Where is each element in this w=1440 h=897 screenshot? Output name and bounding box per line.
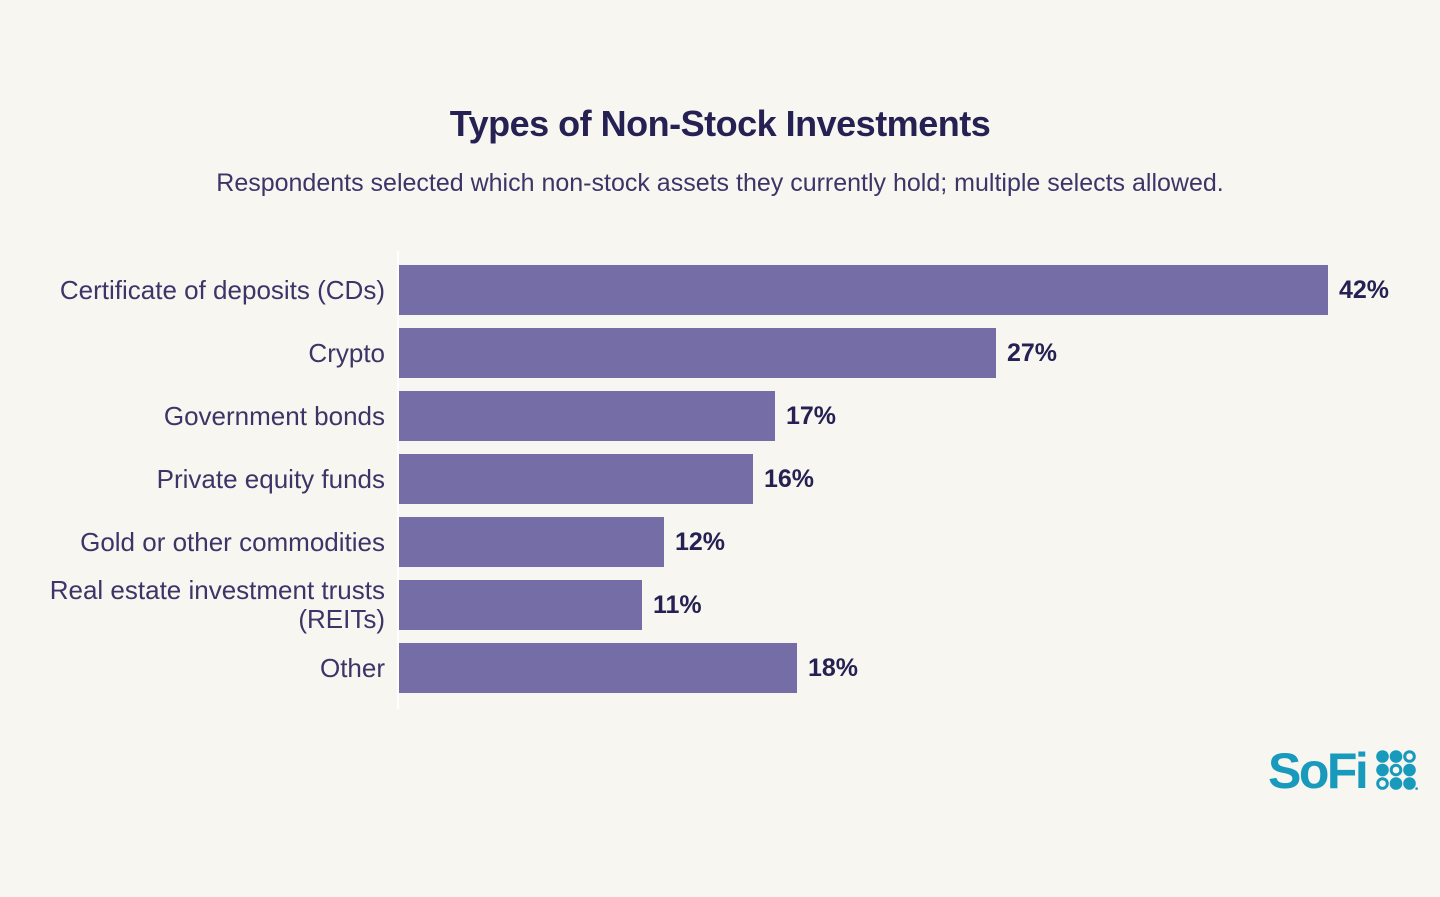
chart-row: Certificate of deposits (CDs) 42% (0, 265, 1440, 315)
chart-row: Real estate investment trusts (REITs) 11% (0, 576, 1440, 633)
chart-subtitle: Respondents selected which non-stock ass… (216, 169, 1224, 197)
bar-track: 42% (399, 265, 1389, 315)
category-label: Government bonds (163, 400, 385, 431)
category-label: Private equity funds (156, 463, 385, 494)
bar-track: 16% (399, 454, 814, 504)
value-label: 27% (1007, 338, 1058, 367)
bar (399, 643, 797, 693)
bar-chart: Certificate of deposits (CDs) 42% Crypto 27… (0, 265, 1440, 706)
bar-track: 11% (399, 580, 702, 630)
bar (399, 454, 753, 504)
bar-track: 12% (399, 517, 725, 567)
category-label: Other (319, 652, 385, 683)
value-label: 11% (653, 590, 702, 619)
sofi-dots-grid-icon (1376, 750, 1419, 790)
value-label: 16% (764, 464, 815, 493)
bar (399, 391, 775, 441)
bar-track: 17% (399, 391, 836, 441)
sofi-logo: SoFi (1268, 742, 1419, 799)
bar (399, 517, 664, 567)
value-label: 42% (1339, 275, 1390, 304)
chart-row: Government bonds 17% (0, 391, 1440, 441)
bar (399, 328, 996, 378)
y-axis-line (397, 251, 399, 709)
chart-row: Private equity funds 16% (0, 454, 1440, 504)
value-label: 17% (786, 401, 837, 430)
chart-row: Other 18% (0, 643, 1440, 693)
chart-title: Types of Non-Stock Investments (449, 103, 991, 144)
category-label: Gold or other commodities (80, 526, 385, 557)
chart-row: Gold or other commodities 12% (0, 517, 1440, 567)
bar (399, 265, 1328, 315)
category-label: Certificate of deposits (CDs) (59, 274, 385, 305)
category-label: Crypto (308, 337, 385, 368)
sofi-wordmark: SoFi (1268, 742, 1369, 799)
bar-track: 27% (399, 328, 1057, 378)
trademark-dot-icon (1415, 787, 1419, 790)
category-label: Real estate investment trusts (REITs) (49, 575, 385, 634)
value-label: 18% (808, 653, 859, 682)
value-label: 12% (675, 527, 726, 556)
bar (399, 580, 642, 630)
bar-track: 18% (399, 643, 858, 693)
chart-row: Crypto 27% (0, 328, 1440, 378)
